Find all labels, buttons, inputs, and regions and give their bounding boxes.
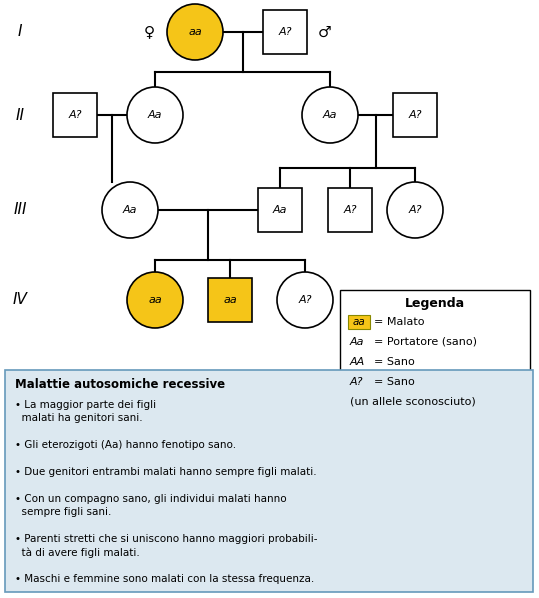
Text: IV: IV	[12, 292, 27, 307]
Circle shape	[127, 87, 183, 143]
Text: A?: A?	[298, 295, 312, 305]
Text: (un allele sconosciuto): (un allele sconosciuto)	[350, 397, 476, 407]
Bar	[263, 10, 307, 54]
Text: = Malato: = Malato	[374, 317, 425, 327]
Text: • La maggior parte dei figli: • La maggior parte dei figli	[15, 400, 156, 410]
Text: Aa: Aa	[148, 110, 162, 120]
Text: • Maschi e femmine sono malati con la stessa frequenza.: • Maschi e femmine sono malati con la st…	[15, 574, 314, 584]
Text: • Con un compagno sano, gli individui malati hanno: • Con un compagno sano, gli individui ma…	[15, 494, 287, 504]
Text: Aa: Aa	[123, 205, 137, 215]
Text: malati ha genitori sani.: malati ha genitori sani.	[15, 413, 143, 423]
Circle shape	[277, 272, 333, 328]
Text: A?: A?	[408, 205, 421, 215]
Text: Legenda: Legenda	[405, 297, 465, 310]
Text: A?: A?	[350, 377, 363, 387]
Circle shape	[302, 87, 358, 143]
Text: sempre figli sani.: sempre figli sani.	[15, 507, 112, 517]
Bar	[53, 93, 97, 137]
Bar	[328, 188, 372, 232]
Text: III: III	[13, 203, 27, 218]
Text: = Sano: = Sano	[374, 357, 414, 367]
Text: • Due genitori entrambi malati hanno sempre figli malati.: • Due genitori entrambi malati hanno sem…	[15, 467, 316, 477]
Text: aa: aa	[353, 317, 365, 327]
Circle shape	[387, 182, 443, 238]
Text: Malattie autosomiche recessive: Malattie autosomiche recessive	[15, 377, 225, 390]
Text: • Gli eterozigoti (Aa) hanno fenotipo sano.: • Gli eterozigoti (Aa) hanno fenotipo sa…	[15, 440, 236, 450]
Text: • Parenti stretti che si uniscono hanno maggiori probabili-: • Parenti stretti che si uniscono hanno …	[15, 534, 317, 544]
Text: A?: A?	[278, 27, 292, 37]
Bar	[258, 188, 302, 232]
Circle shape	[127, 272, 183, 328]
Bar	[340, 290, 530, 415]
Text: AA: AA	[350, 357, 365, 367]
Text: A?: A?	[68, 110, 82, 120]
Text: = Sano: = Sano	[374, 377, 414, 387]
Circle shape	[102, 182, 158, 238]
Text: Aa: Aa	[323, 110, 337, 120]
Text: A?: A?	[408, 110, 421, 120]
Text: A?: A?	[343, 205, 357, 215]
Bar	[5, 370, 533, 592]
Bar	[208, 278, 252, 322]
Text: aa: aa	[188, 27, 202, 37]
Bar	[393, 93, 437, 137]
Text: I: I	[18, 25, 22, 39]
Text: Aa: Aa	[273, 205, 287, 215]
Text: = Portatore (sano): = Portatore (sano)	[374, 337, 477, 347]
Text: tà di avere figli malati.: tà di avere figli malati.	[15, 547, 140, 557]
Text: aa: aa	[148, 295, 162, 305]
Bar	[348, 315, 370, 329]
Text: Aa: Aa	[350, 337, 364, 347]
Text: II: II	[16, 108, 24, 123]
Text: ♂: ♂	[318, 25, 332, 39]
Text: aa: aa	[223, 295, 237, 305]
Text: ♀: ♀	[143, 25, 155, 39]
Circle shape	[167, 4, 223, 60]
